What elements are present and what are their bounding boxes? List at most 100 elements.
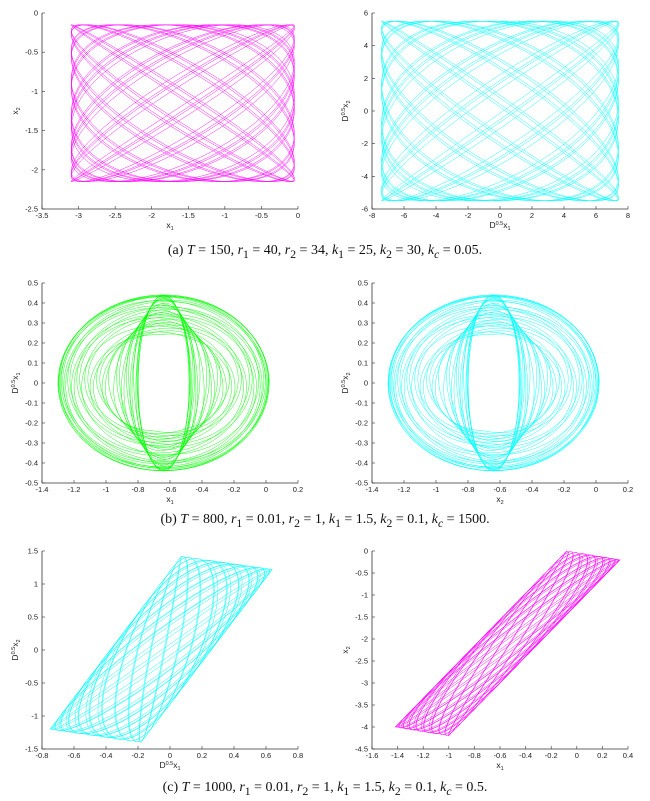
y-tick-label: 0.5: [358, 279, 368, 288]
y-tick-label: -2: [31, 165, 38, 174]
x-axis-label: x1: [496, 760, 503, 772]
y-tick-label: 0.2: [28, 339, 38, 348]
y-tick-label: -0.2: [355, 419, 368, 428]
x-tick-label: -3.5: [36, 211, 49, 220]
x-tick-label: 0.8: [293, 751, 303, 760]
y-tick-label: -0.5: [25, 679, 38, 688]
y-tick-label: -0.4: [355, 459, 368, 468]
x-tick-label: -0.6: [494, 485, 507, 494]
y-tick-label: 0.1: [28, 359, 38, 368]
y-tick-label: -0.3: [25, 439, 38, 448]
y-tick-label: -1.5: [355, 613, 368, 622]
x-tick-label: 0: [498, 211, 502, 220]
x-tick-label: -1.6: [366, 751, 379, 760]
y-tick-label: 0: [364, 547, 368, 556]
x-tick-label: -0.2: [545, 751, 558, 760]
y-axis-label: D0.5x2: [340, 100, 352, 121]
y-tick-label: 0.3: [28, 319, 38, 328]
x-tick-label: -0.2: [558, 485, 571, 494]
panel-b-right: -1.4 -1.2 -1 -0.8 -0.6 -0.4 -0.2 0 0.2 -0.5 -0.4 -0…: [340, 279, 633, 507]
y-tick-label: -4: [361, 723, 368, 732]
y-axis-label: x2: [340, 646, 352, 653]
y-tick-label: 0.1: [358, 359, 368, 368]
x-tick-label: -8: [369, 211, 376, 220]
y-tick-label: -0.3: [355, 439, 368, 448]
y-tick-label: 0: [34, 9, 38, 18]
x-tick-label: -2.5: [109, 211, 122, 220]
y-tick-label: -4.5: [355, 745, 368, 754]
x-tick-label: -1: [103, 485, 110, 494]
x-tick-label: -0.4: [526, 485, 539, 494]
y-tick-label: 0: [34, 646, 38, 655]
y-axis-label: x2: [10, 107, 22, 114]
x-tick-label: 0.2: [293, 485, 303, 494]
y-tick-label: -3: [361, 679, 368, 688]
x-tick-label: -1: [222, 211, 229, 220]
x-tick-label: -1.4: [391, 751, 404, 760]
x-tick-label: -0.8: [462, 485, 475, 494]
x-tick-label: -1.5: [182, 211, 195, 220]
y-tick-label: 0.3: [358, 319, 368, 328]
x-tick-label: 0: [296, 211, 300, 220]
caption-b: (b) T = 800, r1 = 0.01, r2 = 1, k1 = 1.5…: [160, 512, 490, 530]
x-tick-label: -1.4: [366, 485, 379, 494]
y-tick-label: -2.5: [25, 205, 38, 214]
y-axis-label: D0.5x1: [10, 372, 22, 393]
y-tick-label: -2.5: [355, 657, 368, 666]
x-axis-label: x2: [496, 494, 503, 506]
panel-a-left: -3.5 -3 -2.5 -2 -1.5 -1 -0.5 0 -2.5 -2 -1.5 -1 -0.5 0…: [10, 9, 300, 233]
x-axis-label: D0.5x1: [489, 220, 510, 232]
y-tick-label: 0.5: [28, 279, 38, 288]
x-tick-label: 0.2: [623, 485, 633, 494]
y-tick-label: 4: [364, 41, 368, 50]
x-tick-label: -1: [445, 751, 452, 760]
x-tick-label: 8: [626, 211, 630, 220]
x-tick-label: -1: [433, 485, 440, 494]
x-tick-label: 0: [168, 751, 172, 760]
y-tick-label: -1: [361, 591, 368, 600]
y-tick-label: -0.4: [25, 459, 38, 468]
y-tick-label: 0.4: [28, 299, 38, 308]
caption-c: (c) T = 1000, r1 = 0.01, r2 = 1, k1 = 1.…: [162, 780, 488, 798]
x-tick-label: 0: [594, 485, 598, 494]
x-tick-label: -4: [433, 211, 440, 220]
y-tick-label: 0: [364, 107, 368, 116]
y-tick-label: -6: [361, 205, 368, 214]
y-tick-label: -4: [361, 172, 368, 181]
x-tick-label: -0.4: [100, 751, 113, 760]
x-axis-label: x1: [166, 494, 173, 506]
x-tick-label: 0.4: [229, 751, 239, 760]
y-tick-label: -1: [31, 712, 38, 721]
x-tick-label: -0.6: [494, 751, 507, 760]
series-line-c-left: [49, 556, 273, 743]
x-tick-label: 0.2: [197, 751, 207, 760]
x-tick-label: -1.2: [68, 485, 81, 494]
y-tick-label: -1.5: [25, 126, 38, 135]
x-tick-label: -0.6: [164, 485, 177, 494]
x-tick-label: -0.8: [468, 751, 481, 760]
y-axis-label: D0.5x2: [10, 639, 22, 660]
x-tick-label: 0: [575, 751, 579, 760]
x-tick-label: 4: [562, 211, 566, 220]
x-tick-label: 0: [264, 485, 268, 494]
x-tick-label: 0.2: [597, 751, 607, 760]
y-tick-label: 0: [34, 379, 38, 388]
y-tick-label: -0.2: [25, 419, 38, 428]
y-tick-label: -0.5: [355, 569, 368, 578]
y-tick-label: -2: [361, 139, 368, 148]
x-tick-label: -0.4: [196, 485, 209, 494]
x-axis-label: x1: [166, 220, 173, 232]
series-line-a-left: [71, 24, 295, 183]
x-tick-label: -3: [75, 211, 82, 220]
x-tick-label: -0.5: [255, 211, 268, 220]
x-tick-label: -0.6: [68, 751, 81, 760]
x-tick-label: 6: [594, 211, 598, 220]
series-line-b-left: [57, 294, 270, 472]
x-tick-label: 0.6: [261, 751, 271, 760]
series-line-c-right: [394, 550, 621, 737]
x-tick-label: -0.2: [228, 485, 241, 494]
y-tick-label: -2: [361, 635, 368, 644]
y-axis-label: D0.5x2: [340, 372, 352, 393]
y-tick-label: 1: [34, 580, 38, 589]
y-tick-label: -1: [31, 87, 38, 96]
